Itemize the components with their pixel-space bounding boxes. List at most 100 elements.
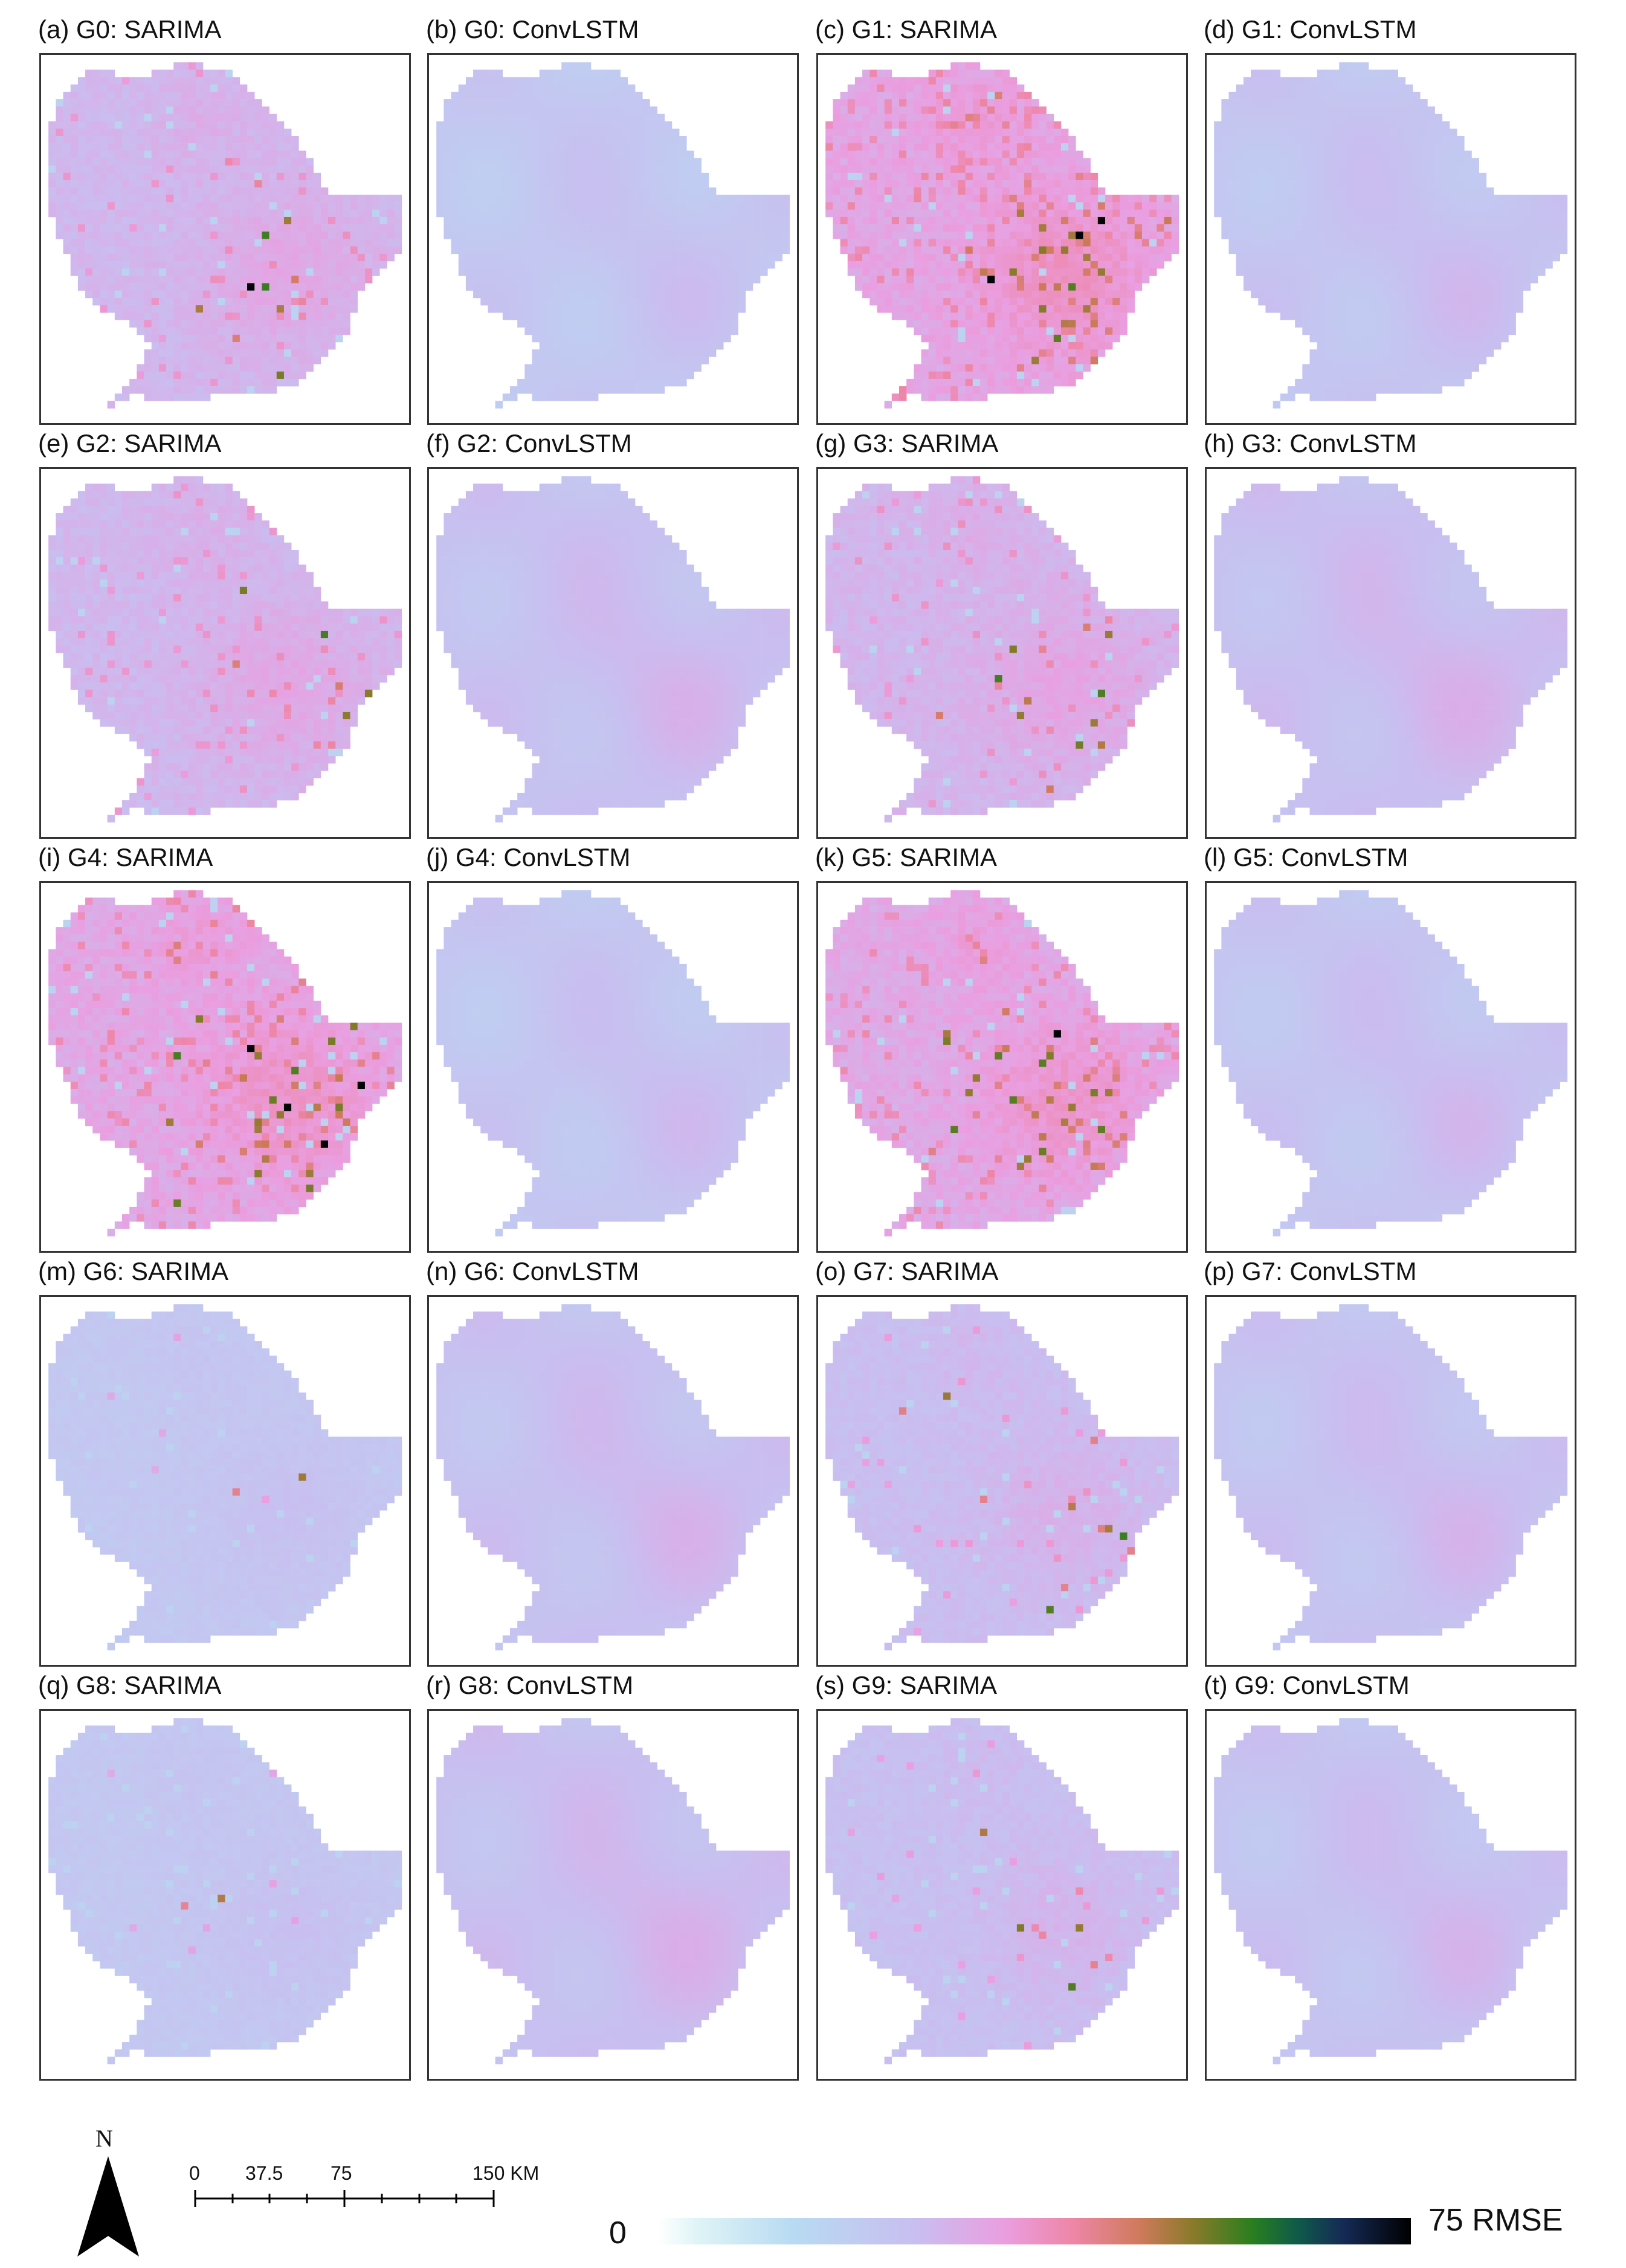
- raster-cell: [269, 114, 277, 121]
- raster-cell: [1332, 99, 1340, 107]
- raster-cell: [480, 246, 488, 254]
- raster-cell: [987, 297, 995, 306]
- raster-cell: [465, 91, 474, 100]
- raster-cell: [605, 69, 613, 77]
- raster-cell: [210, 371, 218, 380]
- raster-cell: [664, 143, 673, 151]
- raster-cell: [554, 349, 562, 357]
- raster-cell: [283, 290, 292, 299]
- raster-cell: [1024, 378, 1032, 387]
- raster-cell: [950, 349, 958, 357]
- raster-cell: [825, 121, 833, 129]
- raster-cell: [1002, 180, 1010, 188]
- raster-cell: [935, 261, 944, 269]
- raster-cell: [869, 276, 877, 283]
- raster-cell: [225, 150, 233, 158]
- raster-cell: [350, 276, 358, 283]
- raster-cell: [1134, 209, 1143, 218]
- raster-cell: [517, 135, 525, 144]
- raster-cell: [1353, 121, 1362, 129]
- raster-cell: [48, 195, 56, 202]
- raster-cell: [613, 378, 621, 387]
- raster-cell: [569, 349, 576, 357]
- raster-cell: [114, 195, 123, 202]
- raster-cell: [1024, 195, 1032, 202]
- raster-cell: [350, 268, 358, 276]
- raster-cell: [85, 290, 93, 299]
- raster-cell: [188, 158, 196, 166]
- raster-cell: [239, 283, 248, 291]
- raster-cell: [488, 283, 495, 291]
- raster-cell: [995, 158, 1002, 166]
- raster-cell: [928, 357, 937, 364]
- raster-cell: [129, 268, 137, 276]
- raster-cell: [313, 342, 321, 350]
- raster-cell: [195, 224, 204, 232]
- raster-cell: [561, 158, 569, 166]
- raster-cell: [451, 114, 459, 121]
- raster-cell: [605, 99, 613, 107]
- raster-cell: [928, 239, 937, 247]
- raster-cell: [218, 106, 225, 114]
- raster-cell: [188, 91, 196, 100]
- raster-cell: [605, 121, 613, 129]
- raster-cell: [561, 334, 569, 343]
- raster-cell: [225, 106, 233, 114]
- raster-cell: [195, 276, 204, 283]
- raster-cell: [114, 106, 123, 114]
- raster-cell: [1295, 114, 1303, 121]
- raster-cell: [1120, 224, 1128, 232]
- raster-cell: [561, 195, 569, 202]
- raster-cell: [671, 165, 680, 173]
- raster-cell: [195, 268, 204, 276]
- raster-cell: [195, 253, 204, 262]
- raster-cell: [1090, 342, 1099, 350]
- raster-cell: [1060, 371, 1069, 380]
- raster-cell: [1046, 297, 1054, 306]
- raster-cell: [898, 77, 907, 85]
- raster-cell: [144, 393, 152, 401]
- raster-cell: [1265, 158, 1273, 166]
- raster-cell: [701, 216, 709, 225]
- raster-cell: [1405, 158, 1413, 166]
- raster-cell: [166, 216, 174, 225]
- raster-cell: [524, 290, 532, 299]
- raster-cell: [524, 371, 532, 380]
- raster-cell: [291, 342, 299, 350]
- raster-cell: [1016, 276, 1025, 283]
- raster-cell: [943, 99, 951, 107]
- raster-cell: [869, 290, 877, 299]
- raster-cell: [642, 135, 650, 144]
- raster-cell: [524, 246, 532, 254]
- raster-cell: [218, 246, 225, 254]
- raster-cell: [465, 276, 474, 283]
- raster-cell: [1383, 84, 1391, 92]
- raster-cell: [1332, 165, 1340, 173]
- raster-cell: [173, 121, 181, 129]
- raster-cell: [436, 128, 444, 137]
- raster-cell: [1332, 91, 1340, 100]
- raster-cell: [738, 253, 746, 262]
- raster-cell: [1031, 268, 1039, 276]
- raster-cell: [1002, 231, 1010, 239]
- raster-cell: [1090, 209, 1099, 218]
- raster-cell: [1376, 165, 1384, 173]
- raster-cell: [561, 276, 569, 283]
- raster-cell: [598, 305, 606, 313]
- raster-cell: [928, 224, 937, 232]
- raster-cell: [1039, 342, 1047, 350]
- raster-cell: [1398, 158, 1406, 166]
- raster-cell: [262, 216, 269, 225]
- raster-cell: [218, 297, 225, 306]
- raster-cell: [225, 246, 233, 254]
- raster-cell: [958, 231, 966, 239]
- raster-cell: [642, 349, 650, 357]
- raster-cell: [247, 305, 255, 313]
- raster-cell: [1353, 165, 1362, 173]
- raster-cell: [1009, 261, 1018, 269]
- raster-cell: [1243, 84, 1251, 92]
- raster-cell: [854, 99, 863, 107]
- raster-cell: [532, 99, 540, 107]
- raster-cell: [635, 231, 643, 239]
